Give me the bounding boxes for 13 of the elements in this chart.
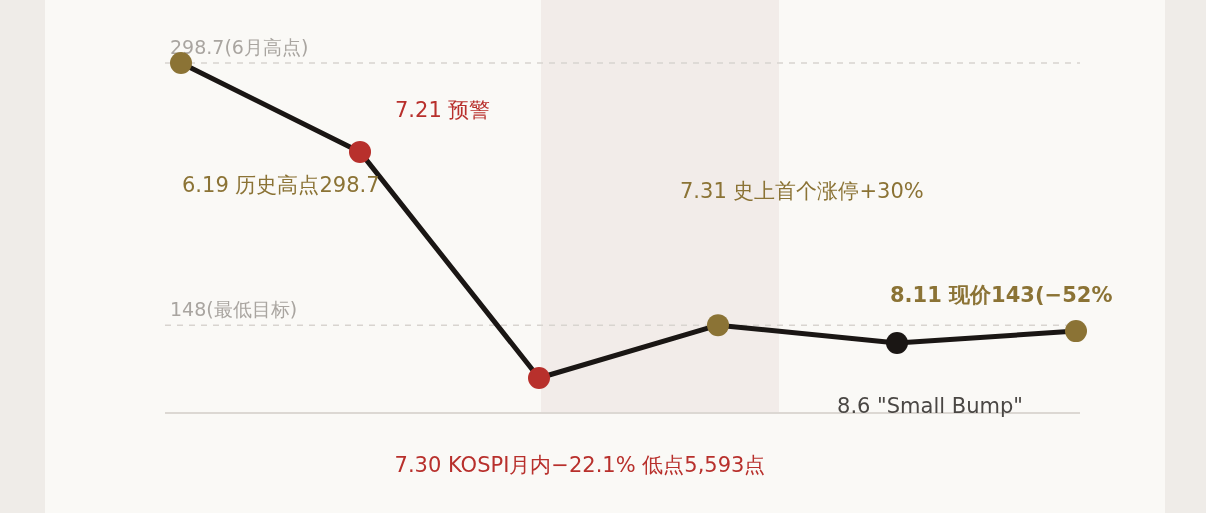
annotation: 7.21 预警 xyxy=(395,98,491,122)
text: 7.30 KOSPI月内−22.1% 低点5,593点 xyxy=(394,453,766,477)
point xyxy=(707,314,729,337)
point xyxy=(528,367,550,389)
point xyxy=(349,140,371,163)
point xyxy=(886,332,908,354)
point xyxy=(1065,320,1087,343)
ref-line-label: 298.7(6月高点) xyxy=(170,36,309,58)
annotation: 8.11 现价143(−52% xyxy=(890,283,1113,307)
annotation: 7.31 史上首个涨停+30% xyxy=(680,179,924,203)
annotation: 8.6 "Small Bump" xyxy=(837,394,1023,418)
ref-line-label: 148(最低目标) xyxy=(170,298,298,321)
annotation: 6.19 历史高点298.7 xyxy=(182,173,380,197)
